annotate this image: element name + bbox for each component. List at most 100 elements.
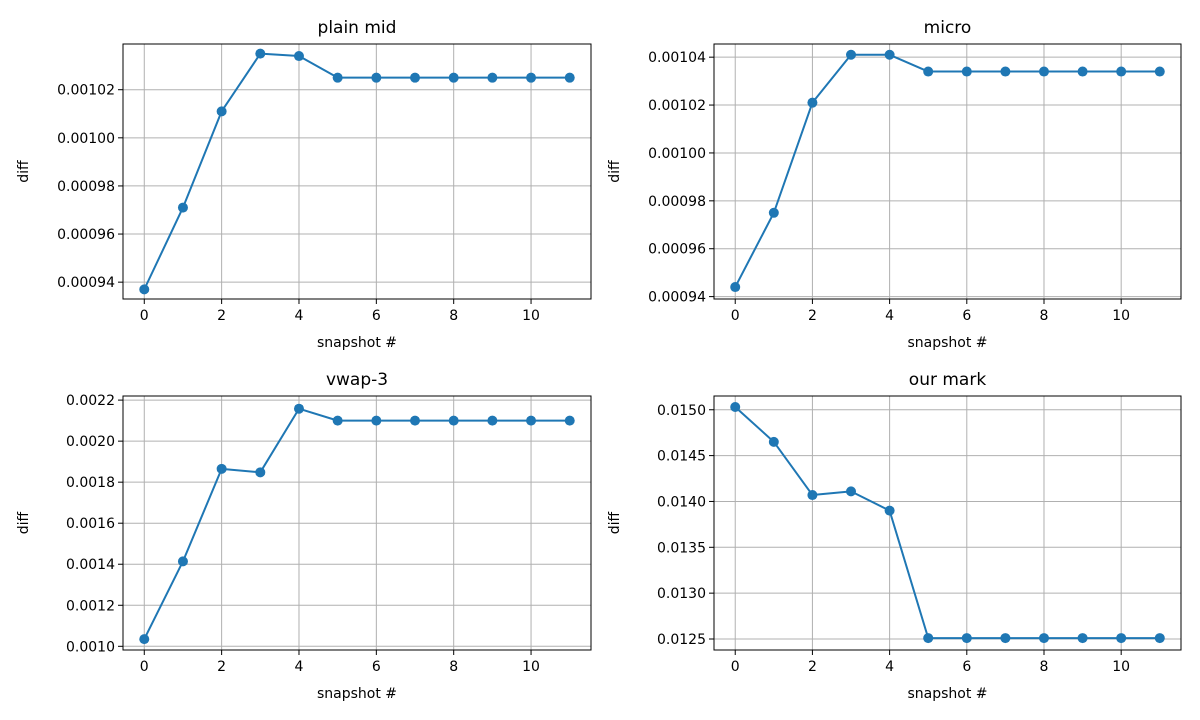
x-tick-label: 4 (295, 308, 304, 324)
x-tick-label: 4 (885, 659, 894, 675)
data-point (1116, 66, 1127, 77)
series-line (139, 48, 575, 295)
series-line (139, 403, 575, 645)
y-tick-label: 0.0125 (657, 632, 706, 648)
y-axis-label: diff (16, 160, 32, 183)
data-point (371, 415, 382, 426)
y-tick-label: 0.0130 (657, 586, 706, 602)
x-tick-label: 8 (449, 308, 458, 324)
x-tick-label: 6 (962, 308, 971, 324)
data-point (1116, 633, 1127, 644)
data-point (564, 415, 575, 426)
y-tick-label: 0.00098 (57, 179, 115, 195)
data-point (293, 403, 304, 414)
data-point (139, 634, 150, 645)
plot-frame (122, 43, 592, 300)
data-point (807, 97, 818, 108)
y-axis-ticks: 0.0010 0.0012 0.0014 0.0016 0.0018 0.0020 0.00… (66, 393, 123, 655)
data-point (730, 282, 741, 293)
y-tick-label: 0.00100 (648, 146, 706, 162)
x-axis-label: snapshot # (907, 686, 987, 702)
data-point (332, 72, 343, 83)
grid (714, 44, 1181, 299)
data-point (846, 49, 857, 60)
x-tick-label: 10 (522, 659, 540, 675)
data-point (1077, 633, 1088, 644)
series-line-path (143, 407, 570, 640)
y-tick-label: 0.0018 (66, 475, 115, 491)
data-point (139, 284, 150, 295)
data-point (846, 486, 857, 497)
data-point (216, 106, 227, 117)
y-tick-label: 0.00100 (57, 131, 115, 147)
y-axis-ticks: 0.00094 0.00096 0.00098 0.00100 0.00102 0.001… (648, 50, 714, 306)
data-point (961, 633, 972, 644)
data-point (1038, 633, 1049, 644)
x-axis-ticks: 0 2 4 6 8 10 (140, 299, 540, 324)
x-tick-label: 0 (731, 308, 740, 324)
y-tick-label: 0.0022 (66, 393, 115, 409)
y-tick-label: 0.00096 (648, 242, 706, 258)
data-point (410, 415, 421, 426)
series-line (730, 402, 1165, 644)
chart-title: vwap-3 (326, 370, 388, 390)
y-axis-label: diff (607, 511, 623, 534)
chart-title: micro (924, 18, 972, 38)
y-tick-label: 0.0010 (66, 639, 115, 655)
chart-title: our mark (909, 370, 987, 390)
subplot-our-mark: 0 2 4 6 8 10 0.01250.01300.01350.01400.01450.… (607, 370, 1182, 702)
data-point (487, 415, 498, 426)
plot-frame (713, 395, 1182, 651)
data-point (1077, 66, 1088, 77)
y-tick-label: 0.0020 (66, 434, 115, 450)
data-point (564, 72, 575, 83)
x-tick-label: 8 (1040, 308, 1049, 324)
data-point (730, 402, 741, 413)
data-point (961, 66, 972, 77)
grid (123, 396, 591, 650)
x-tick-label: 10 (1112, 659, 1130, 675)
plot-frame (713, 43, 1182, 300)
data-point (1038, 66, 1049, 77)
data-point (884, 505, 895, 516)
x-tick-label: 10 (1112, 308, 1130, 324)
x-tick-label: 0 (140, 308, 149, 324)
x-tick-label: 0 (140, 659, 149, 675)
x-tick-label: 6 (372, 308, 381, 324)
y-tick-label: 0.0145 (657, 449, 706, 465)
x-axis-label: snapshot # (317, 686, 397, 702)
data-point (526, 72, 537, 83)
data-point (768, 207, 779, 218)
y-tick-label: 0.0012 (66, 598, 115, 614)
x-tick-label: 6 (372, 659, 381, 675)
x-tick-label: 8 (449, 659, 458, 675)
data-point (807, 490, 818, 501)
series-line-path (734, 406, 1160, 640)
series-line-path (734, 53, 1160, 288)
y-tick-label: 0.00094 (57, 275, 115, 291)
chart-title: plain mid (318, 18, 397, 38)
y-axis-ticks: 0.0125 0.0130 0.0135 0.0140 0.0145 0.0150 (657, 403, 714, 648)
y-tick-label: 0.00102 (57, 83, 115, 99)
x-tick-label: 4 (295, 659, 304, 675)
subplot-micro: 0 2 4 6 8 10 0.000940.000960.000980.001000.00… (607, 18, 1182, 351)
data-point (1154, 66, 1165, 77)
x-axis-ticks: 0 2 4 6 8 10 (140, 650, 540, 675)
x-tick-label: 6 (962, 659, 971, 675)
y-tick-label: 0.00102 (648, 98, 706, 114)
x-tick-label: 10 (522, 308, 540, 324)
y-tick-label: 0.00098 (648, 194, 706, 210)
data-point (1000, 633, 1011, 644)
x-tick-label: 2 (217, 308, 226, 324)
x-axis-ticks: 0 2 4 6 8 10 (731, 650, 1130, 675)
y-tick-label: 0.0135 (657, 540, 706, 556)
y-tick-label: 0.0014 (66, 557, 115, 573)
y-tick-label: 0.0016 (66, 516, 115, 532)
x-tick-label: 2 (808, 308, 817, 324)
data-point (177, 556, 188, 567)
y-axis-label: diff (16, 511, 32, 534)
data-point (255, 48, 266, 59)
y-axis-label: diff (607, 160, 623, 183)
data-point (216, 463, 227, 474)
